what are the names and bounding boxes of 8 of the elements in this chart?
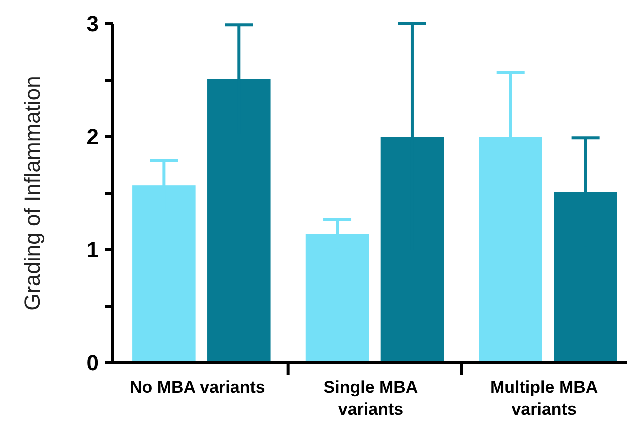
x-tick-label: Multiple MBA variants [490,378,598,419]
y-tick-label: 3 [86,12,99,37]
y-tick-label: 1 [86,238,99,263]
y-axis-title: Grading of Inflammation [20,76,45,311]
x-tick-label: No MBA variants [130,378,266,397]
x-tick-label: Single MBA variants [324,378,418,419]
y-tick-label: 0 [86,350,99,376]
y-tick-label: 2 [86,124,99,150]
